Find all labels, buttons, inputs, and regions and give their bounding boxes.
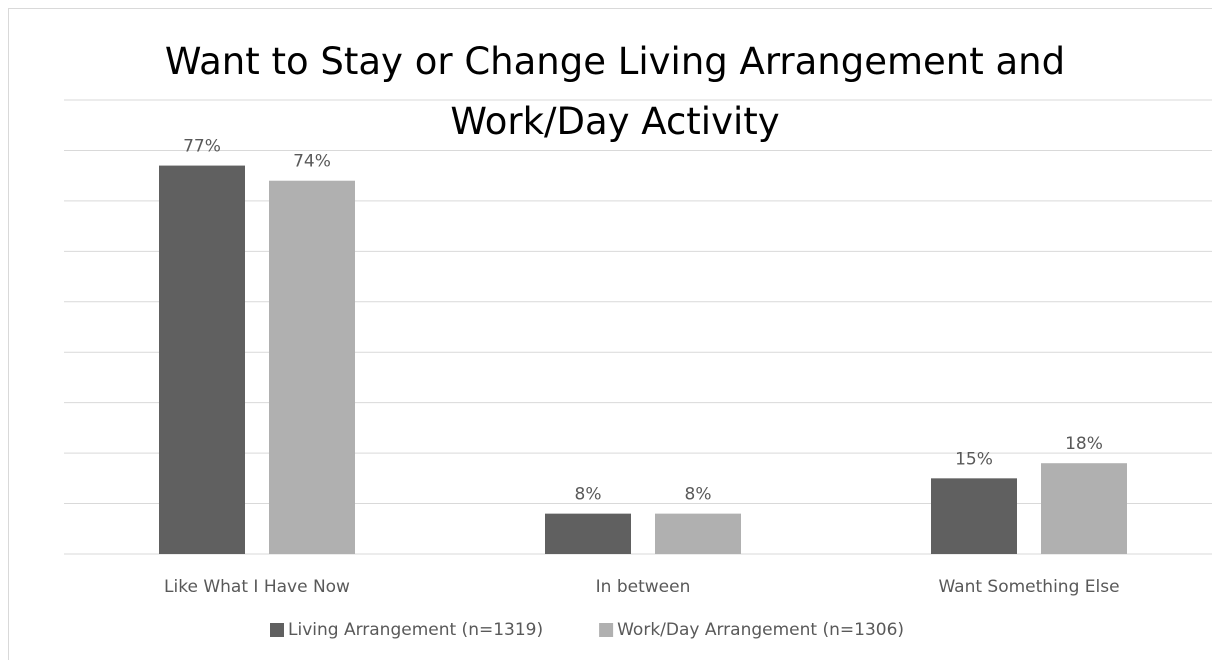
- legend-label: Living Arrangement (n=1319): [288, 620, 543, 640]
- bar: [159, 165, 245, 555]
- data-label: 77%: [183, 137, 221, 157]
- data-label: 8%: [575, 485, 602, 505]
- data-label: 8%: [685, 485, 712, 505]
- bar: [545, 513, 631, 554]
- legend-swatch: [270, 623, 284, 637]
- x-tick-label: Like What I Have Now: [164, 577, 350, 597]
- x-tick-label: Want Something Else: [938, 577, 1119, 597]
- bar: [931, 478, 1017, 554]
- bar: [655, 513, 741, 554]
- data-label: 15%: [955, 449, 993, 469]
- bar: [269, 180, 355, 554]
- chart-border: [8, 8, 1212, 660]
- bar: [1041, 463, 1127, 554]
- chart-title: Want to Stay or Change Living Arrangemen…: [164, 40, 1066, 143]
- legend-label: Work/Day Arrangement (n=1306): [617, 620, 904, 640]
- data-label: 18%: [1065, 434, 1103, 454]
- data-label: 74%: [293, 152, 331, 172]
- legend-swatch: [599, 623, 614, 637]
- x-tick-label: In between: [596, 577, 691, 597]
